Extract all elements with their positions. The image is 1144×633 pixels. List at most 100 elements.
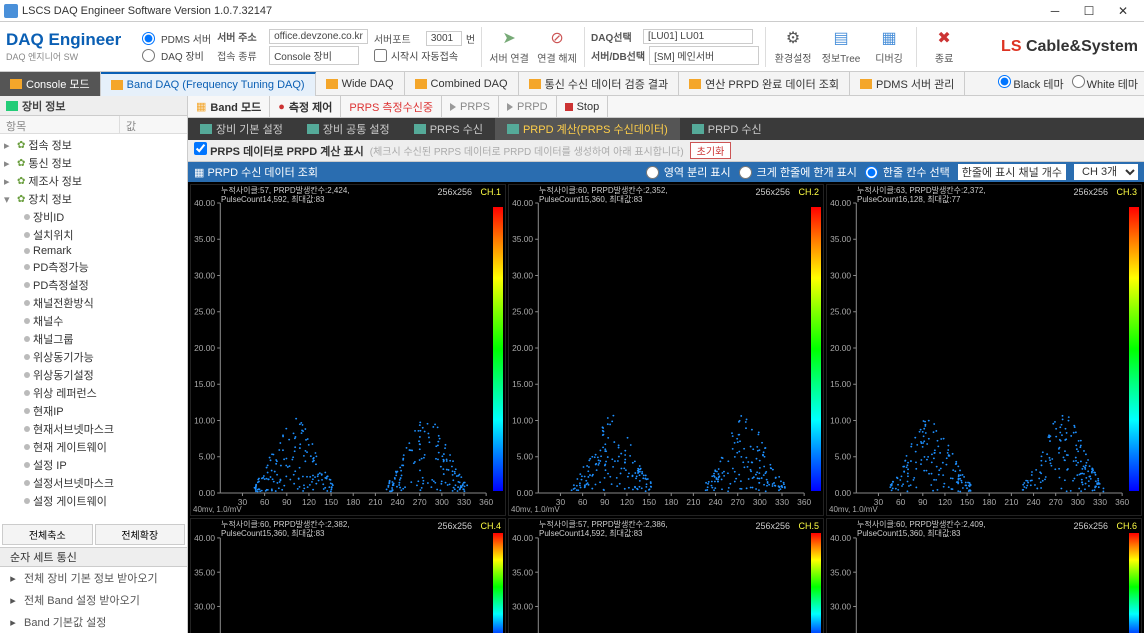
tree-item[interactable]: 설치위치 xyxy=(0,226,187,244)
sub-tab[interactable]: PRPS 수신 xyxy=(402,118,495,140)
theme-black[interactable]: Black 테마 xyxy=(998,75,1063,92)
tree-item[interactable]: 채널수 xyxy=(0,312,187,330)
tree-group[interactable]: ▾✿장치 정보 xyxy=(0,190,187,208)
debug-button[interactable]: ▦디버깅 xyxy=(868,28,910,65)
tree-item[interactable]: 위상동기가능 xyxy=(0,348,187,366)
mode-tab[interactable]: Combined DAQ xyxy=(405,72,519,96)
colorbar xyxy=(493,533,503,633)
chart-info: 누적사이클:60, PRPD발생칸수:2,409,PulseCount15,36… xyxy=(857,521,986,539)
ctl-rec[interactable]: ● 측정 제어 xyxy=(270,96,341,118)
colorbar xyxy=(1129,207,1139,491)
svg-text:10.00: 10.00 xyxy=(512,417,533,426)
calc-check[interactable]: PRPS 데이터로 PRPD 계산 표시 xyxy=(194,142,364,159)
layout-radio-count[interactable]: 한줄 칸수 선택 xyxy=(865,164,950,180)
port-label: 서버포트 xyxy=(374,31,422,46)
tree-item[interactable]: 설정서브넷마스크 xyxy=(0,474,187,492)
ctl-play[interactable]: PRPD xyxy=(499,96,557,118)
mode-tab[interactable]: Wide DAQ xyxy=(316,72,405,96)
tree-group[interactable]: ▸✿접속 정보 xyxy=(0,136,187,154)
svg-text:150: 150 xyxy=(960,498,974,507)
svg-text:330: 330 xyxy=(775,498,789,507)
svg-text:180: 180 xyxy=(346,498,360,507)
property-tree[interactable]: ▸✿접속 정보▸✿통신 정보▸✿제조사 정보▾✿장치 정보장비ID설치위치Rem… xyxy=(0,134,187,522)
tab-icon xyxy=(414,124,426,134)
svg-text:40.00: 40.00 xyxy=(194,533,215,543)
tree-group[interactable]: ▸✿제조사 정보 xyxy=(0,172,187,190)
svg-text:270: 270 xyxy=(731,498,745,507)
mode-tab[interactable]: Band DAQ (Frequency Tuning DAQ) xyxy=(101,72,316,96)
ctl-h[interactable]: ▦ Band 모드 xyxy=(188,96,270,118)
tree-group[interactable]: ▸✿통신 정보 xyxy=(0,154,187,172)
mode-tab[interactable]: Console 모드 xyxy=(0,72,101,96)
sidebar-action[interactable]: ▸전체 장비 기본 정보 받아오기 xyxy=(0,567,187,589)
chart-info: 누적사이클:60, PRPD발생칸수:2,382,PulseCount15,36… xyxy=(221,521,350,539)
svg-text:270: 270 xyxy=(413,498,427,507)
sidebar-action[interactable]: ▸전체 Band 설정 받아오기 xyxy=(0,589,187,611)
db-select[interactable]: [SM] 메인서버 xyxy=(649,46,759,65)
daq-sel-label: DAQ선택 xyxy=(591,29,639,44)
ctl-play[interactable]: PRPS xyxy=(442,96,499,118)
env-button[interactable]: ⚙환경설정 xyxy=(772,28,814,65)
tree-item[interactable]: 현재 게이트웨이 xyxy=(0,438,187,456)
tree-item[interactable]: 현재서브넷마스크 xyxy=(0,420,187,438)
tree-item[interactable]: 현재IP xyxy=(0,402,187,420)
chart-meta: 256x256 CH.5 xyxy=(755,521,819,531)
tree-item[interactable]: 위상 레퍼런스 xyxy=(0,384,187,402)
svg-text:300: 300 xyxy=(1071,498,1085,507)
svg-text:35.00: 35.00 xyxy=(830,235,851,244)
daq-select[interactable]: [LU01] LU01 xyxy=(643,29,753,44)
tree-item[interactable]: 설정 IP xyxy=(0,456,187,474)
tree-item[interactable]: 채널전환방식 xyxy=(0,294,187,312)
expand-all-button[interactable]: 전체확장 xyxy=(95,524,186,545)
sub-tab[interactable]: PRPD 수신 xyxy=(680,118,774,140)
layout-radio-split[interactable]: 영역 분리 표시 xyxy=(646,164,731,180)
close-button[interactable]: ✕ xyxy=(1106,1,1140,21)
server-port-group: 서버포트3001번 시작시 자동접속 xyxy=(374,31,475,63)
tree-item[interactable]: Remark xyxy=(0,244,187,258)
colorbar xyxy=(493,207,503,491)
radio-daq[interactable]: DAQ 장비 xyxy=(142,48,211,63)
tree-item[interactable]: PD측정가능 xyxy=(0,258,187,276)
panel-header: ▦ PRPD 수신 데이터 조회 영역 분리 표시 크게 한줄에 한개 표시 한… xyxy=(188,162,1144,182)
tab-icon xyxy=(692,124,704,134)
sub-tab[interactable]: PRPD 계산(PRPS 수신데이터) xyxy=(495,118,680,140)
tab-icon xyxy=(507,124,519,134)
tree-item[interactable]: 장비ID xyxy=(0,208,187,226)
exit-button[interactable]: ✖종료 xyxy=(923,28,965,65)
chart-meta: 256x256 CH.4 xyxy=(437,521,501,531)
init-button[interactable]: 초기화 xyxy=(690,142,732,159)
disconnect-button[interactable]: ⊘연결 해제 xyxy=(536,28,578,65)
mode-tab[interactable]: 연산 PRPD 완료 데이터 조회 xyxy=(679,72,850,96)
theme-white[interactable]: White 테마 xyxy=(1072,75,1138,92)
tree-item[interactable]: 채널그룹 xyxy=(0,330,187,348)
mode-tab[interactable]: PDMS 서버 관리 xyxy=(850,72,965,96)
tree-item[interactable]: PD측정설정 xyxy=(0,276,187,294)
svg-text:210: 210 xyxy=(1004,498,1018,507)
auto-connect-check[interactable]: 시작시 자동접속 xyxy=(374,48,475,63)
chart-info: 누적사이클:63, PRPD발생칸수:2,372,PulseCount16,12… xyxy=(857,187,986,205)
collapse-all-button[interactable]: 전체축소 xyxy=(2,524,93,545)
port-input[interactable]: 3001 xyxy=(426,31,462,46)
radio-pdms[interactable]: PDMS 서버 xyxy=(142,31,211,46)
layout-radio-one[interactable]: 크게 한줄에 한개 표시 xyxy=(739,164,857,180)
tab-icon xyxy=(111,80,123,90)
count-select[interactable]: CH 3개 xyxy=(1074,164,1138,180)
svg-text:30.00: 30.00 xyxy=(512,272,533,281)
minimize-button[interactable]: ─ xyxy=(1038,1,1072,21)
addr-input[interactable]: office.devzone.co.kr xyxy=(269,29,368,44)
tree-item[interactable]: 설정 게이트웨이 xyxy=(0,492,187,510)
sub-tab[interactable]: 장비 공통 설정 xyxy=(295,118,402,140)
connect-button[interactable]: ➤서버 연결 xyxy=(488,28,530,65)
ctl-stop[interactable]: Stop xyxy=(557,96,609,118)
maximize-button[interactable]: ☐ xyxy=(1072,1,1106,21)
svg-text:10.00: 10.00 xyxy=(194,417,215,426)
svg-text:210: 210 xyxy=(368,498,382,507)
sidebar-action[interactable]: ▸Band 기본값 설정 xyxy=(0,611,187,633)
sub-tab[interactable]: 장비 기본 설정 xyxy=(188,118,295,140)
titlebar: LSCS DAQ Engineer Software Version 1.0.7… xyxy=(0,0,1144,22)
mode-tab[interactable]: 통신 수신 데이터 검증 결과 xyxy=(519,72,680,96)
tree-button[interactable]: ▤정보Tree xyxy=(820,28,862,65)
chart-meta: 256x256 CH.3 xyxy=(1073,187,1137,197)
tree-item[interactable]: 위상동기설정 xyxy=(0,366,187,384)
type-input[interactable]: Console 장비 xyxy=(269,46,359,65)
